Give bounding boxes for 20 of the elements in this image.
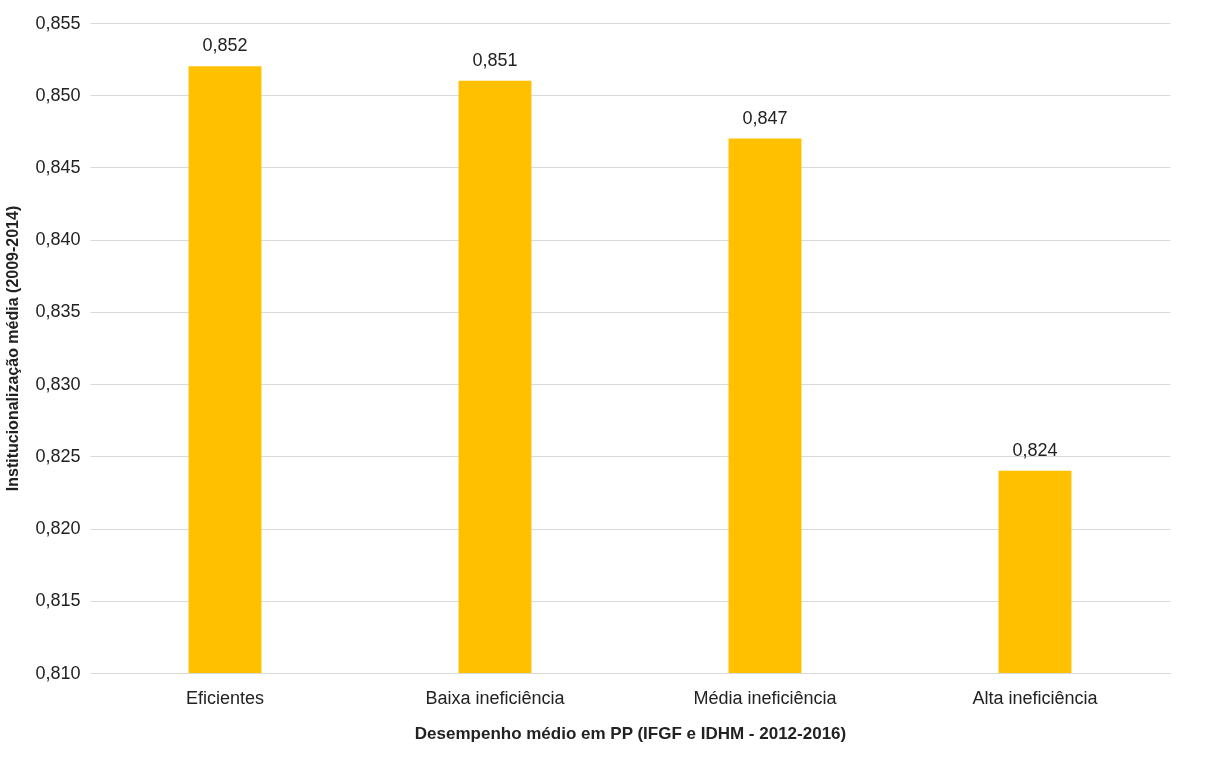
y-tick-label: 0,845 [35,156,81,177]
y-tick-label: 0,840 [35,229,81,250]
data-label: 0,851 [472,49,518,70]
x-axis-title: Desempenho médio em PP (IFGF e IDHM - 2012-2016) [414,723,847,743]
y-tick-label: 0,830 [35,373,81,394]
x-tick-label: Baixa ineficiência [425,687,566,708]
y-tick-label: 0,820 [35,518,81,539]
data-label: 0,847 [742,107,788,128]
data-label: 0,824 [1012,439,1058,460]
y-tick-label: 0,815 [35,590,81,611]
y-tick-label: 0,855 [35,12,81,33]
x-tick-label: Média ineficiência [693,687,838,708]
y-axis-title: Institucionalização média (2009-2014) [4,205,22,492]
x-tick-label: Alta ineficiência [972,687,1099,708]
y-tick-label: 0,850 [35,84,81,105]
y-tick-label: 0,825 [35,445,81,466]
y-tick-label: 0,835 [35,301,81,322]
data-label: 0,852 [202,35,248,56]
x-tick-label: Eficientes [185,687,265,708]
y-tick-label: 0,810 [35,662,81,683]
